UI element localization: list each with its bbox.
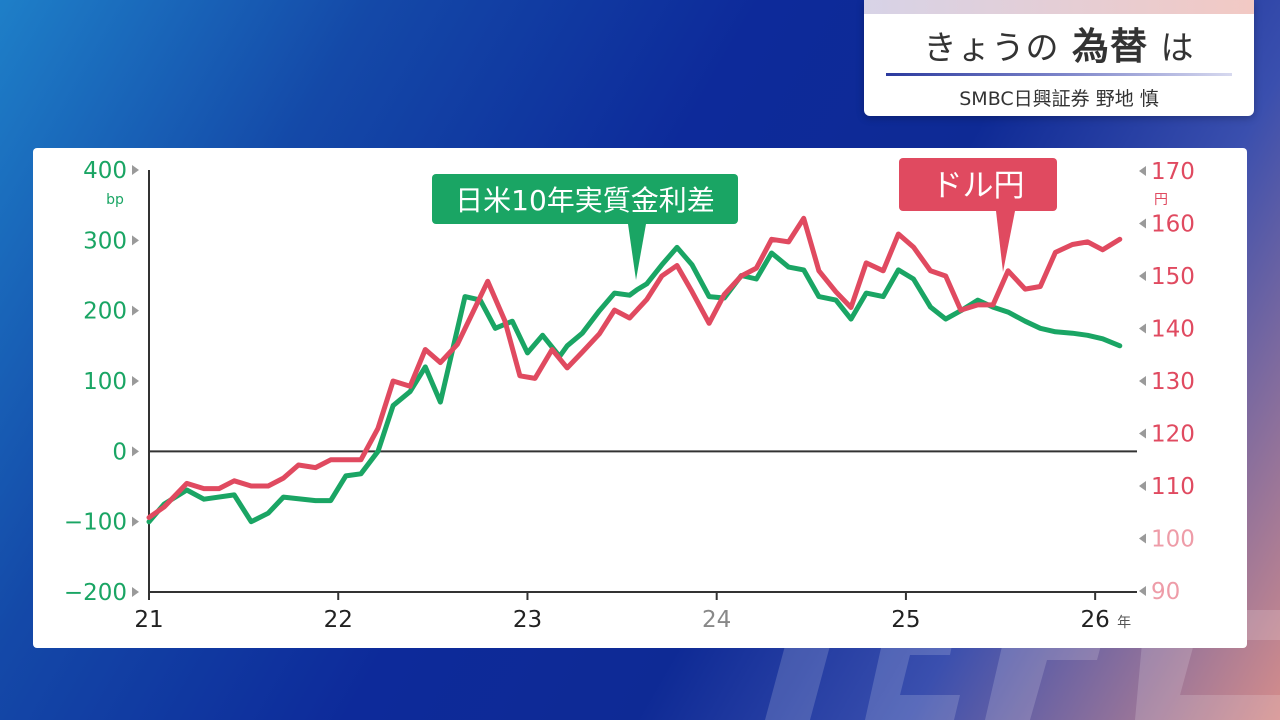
y-left-tick-marker <box>132 165 139 175</box>
y-right-tick-label: 110 <box>1151 474 1195 500</box>
x-tick-label: 21 <box>134 607 163 633</box>
y-left-tick-label: 200 <box>83 299 127 325</box>
x-axis-unit: 年 <box>1117 615 1131 631</box>
annotation-label-red: ドル円 <box>932 168 1025 204</box>
x-tick-label: 26 <box>1081 607 1110 633</box>
annotation-pointer-red <box>996 211 1015 272</box>
y-right-tick-marker <box>1139 218 1146 229</box>
x-tick-label: 23 <box>513 607 542 633</box>
series-line-real-rate-spread <box>146 244 1123 525</box>
annotation-label-green: 日米10年実質金利差 <box>455 184 715 217</box>
y-right-tick-label: 140 <box>1151 317 1195 343</box>
y-right-tick-marker <box>1139 586 1146 596</box>
title-bold: 為替 <box>1072 25 1148 68</box>
y-right-tick-label: 100 <box>1151 527 1195 553</box>
y-left-tick-label: 0 <box>112 439 127 465</box>
y-right-tick-marker <box>1139 533 1146 544</box>
y-left-tick-label: 400 <box>83 158 127 184</box>
title-divider <box>886 73 1232 76</box>
y-right-tick-marker <box>1139 166 1146 176</box>
page-title: きょうの 為替 は <box>864 27 1254 68</box>
annotation-pointer-green <box>628 224 646 280</box>
x-tick-label: 25 <box>891 607 920 633</box>
title-card: きょうの 為替 は SMBC日興証券 野地 慎 <box>864 0 1254 116</box>
y-right-tick-label: 90 <box>1151 579 1180 605</box>
y-right-tick-label: 170 <box>1151 159 1195 185</box>
y-right-tick-label: 120 <box>1151 422 1195 448</box>
y-right-unit: 円 <box>1154 192 1168 208</box>
y-right-tick-label: 150 <box>1151 264 1195 290</box>
x-tick-label: 24 <box>702 607 731 633</box>
y-left-tick-label: 300 <box>83 228 127 254</box>
y-left-tick-marker <box>132 516 139 527</box>
title-tail: は <box>1160 28 1195 67</box>
y-left-tick-marker <box>132 587 139 597</box>
y-left-tick-marker <box>132 446 139 457</box>
y-right-tick-label: 130 <box>1151 369 1195 395</box>
y-right-tick-marker <box>1139 428 1146 439</box>
x-tick-label: 22 <box>324 607 353 633</box>
y-right-tick-marker <box>1139 481 1146 491</box>
title-plain: きょうの <box>923 28 1060 67</box>
y-right-tick-marker <box>1139 271 1146 281</box>
y-right-tick-marker <box>1139 323 1146 334</box>
annotation-box-red <box>899 158 1057 211</box>
y-right-tick-label: 160 <box>1151 212 1195 238</box>
title-card-accent <box>864 0 1254 14</box>
subtitle: SMBC日興証券 野地 慎 <box>959 88 1159 110</box>
y-left-tick-marker <box>132 305 139 316</box>
annotation-box-green <box>432 174 738 224</box>
y-left-unit: bp <box>106 192 124 208</box>
y-right-tick-marker <box>1139 376 1146 386</box>
y-left-tick-label: 100 <box>83 369 127 395</box>
y-left-tick-label: −100 <box>64 510 127 536</box>
chart-panel: 400 300 200 100 0 −100 −200 bp 170 160 150 140 130 12… <box>33 148 1247 648</box>
y-left-tick-marker <box>132 376 139 386</box>
y-left-tick-marker <box>132 235 139 246</box>
y-left-tick-label: −200 <box>64 580 127 606</box>
chart: 400 300 200 100 0 −100 −200 bp 170 160 150 140 130 12… <box>64 158 1195 633</box>
series-line-usdjpy <box>146 215 1123 520</box>
